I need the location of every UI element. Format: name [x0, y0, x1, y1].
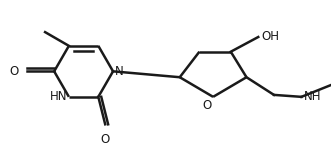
Text: NH: NH: [304, 90, 322, 103]
Text: OH: OH: [261, 30, 279, 44]
Text: O: O: [10, 65, 19, 78]
Text: HN: HN: [49, 90, 67, 103]
Text: N: N: [115, 65, 124, 78]
Text: O: O: [101, 133, 110, 146]
Text: O: O: [202, 99, 211, 112]
